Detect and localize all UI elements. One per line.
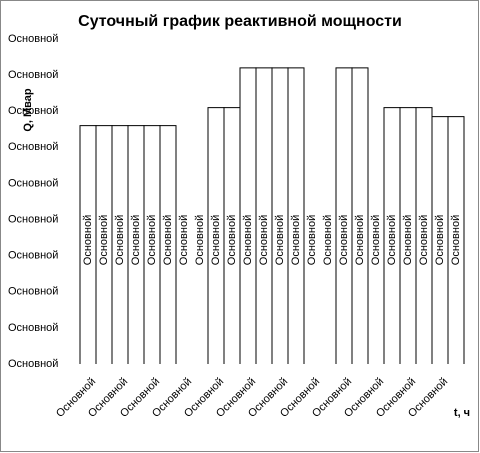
data-label: Основной: [242, 215, 254, 265]
data-label: Основной: [402, 215, 414, 265]
data-label: Основной: [178, 215, 190, 265]
y-tick-label: Основной: [8, 250, 58, 262]
data-label: Основной: [114, 215, 126, 265]
data-label: Основной: [274, 215, 286, 265]
y-tick-label: Основной: [8, 213, 58, 225]
y-tick-label: Основной: [8, 69, 58, 81]
bar: [351, 67, 369, 364]
y-tick-label: Основной: [8, 141, 58, 153]
data-label: Основной: [210, 215, 222, 265]
y-axis-title: Q, Мвар: [22, 88, 34, 132]
data-label: Основной: [354, 215, 366, 265]
bar: [159, 125, 177, 364]
data-label: Основной: [434, 215, 446, 265]
data-label: Основной: [370, 215, 382, 265]
y-tick-label: Основной: [8, 286, 58, 298]
data-label: Основной: [98, 215, 110, 265]
y-tick-label: Основной: [8, 105, 58, 117]
data-label: Основной: [290, 215, 302, 265]
data-label: Основной: [258, 215, 270, 265]
data-label: Основной: [162, 215, 174, 265]
data-label: Основной: [322, 215, 334, 265]
y-tick-label: Основной: [8, 358, 58, 370]
bar: [287, 67, 305, 364]
data-label: Основной: [306, 215, 318, 265]
x-axis-title: t, ч: [454, 407, 470, 419]
data-label: Основной: [338, 215, 350, 265]
y-tick-label: Основной: [8, 322, 58, 334]
data-label: Основной: [194, 215, 206, 265]
y-tick-label: Основной: [8, 33, 58, 45]
bar: [447, 116, 465, 364]
data-label: Основной: [82, 215, 94, 265]
data-label: Основной: [146, 215, 158, 265]
data-label: Основной: [386, 215, 398, 265]
chart-title: Суточный график реактивной мощности: [78, 13, 402, 30]
data-label: Основной: [130, 215, 142, 265]
data-label: Основной: [226, 215, 238, 265]
data-label: Основной: [418, 215, 430, 265]
data-label: Основной: [450, 215, 462, 265]
y-tick-label: Основной: [8, 177, 58, 189]
